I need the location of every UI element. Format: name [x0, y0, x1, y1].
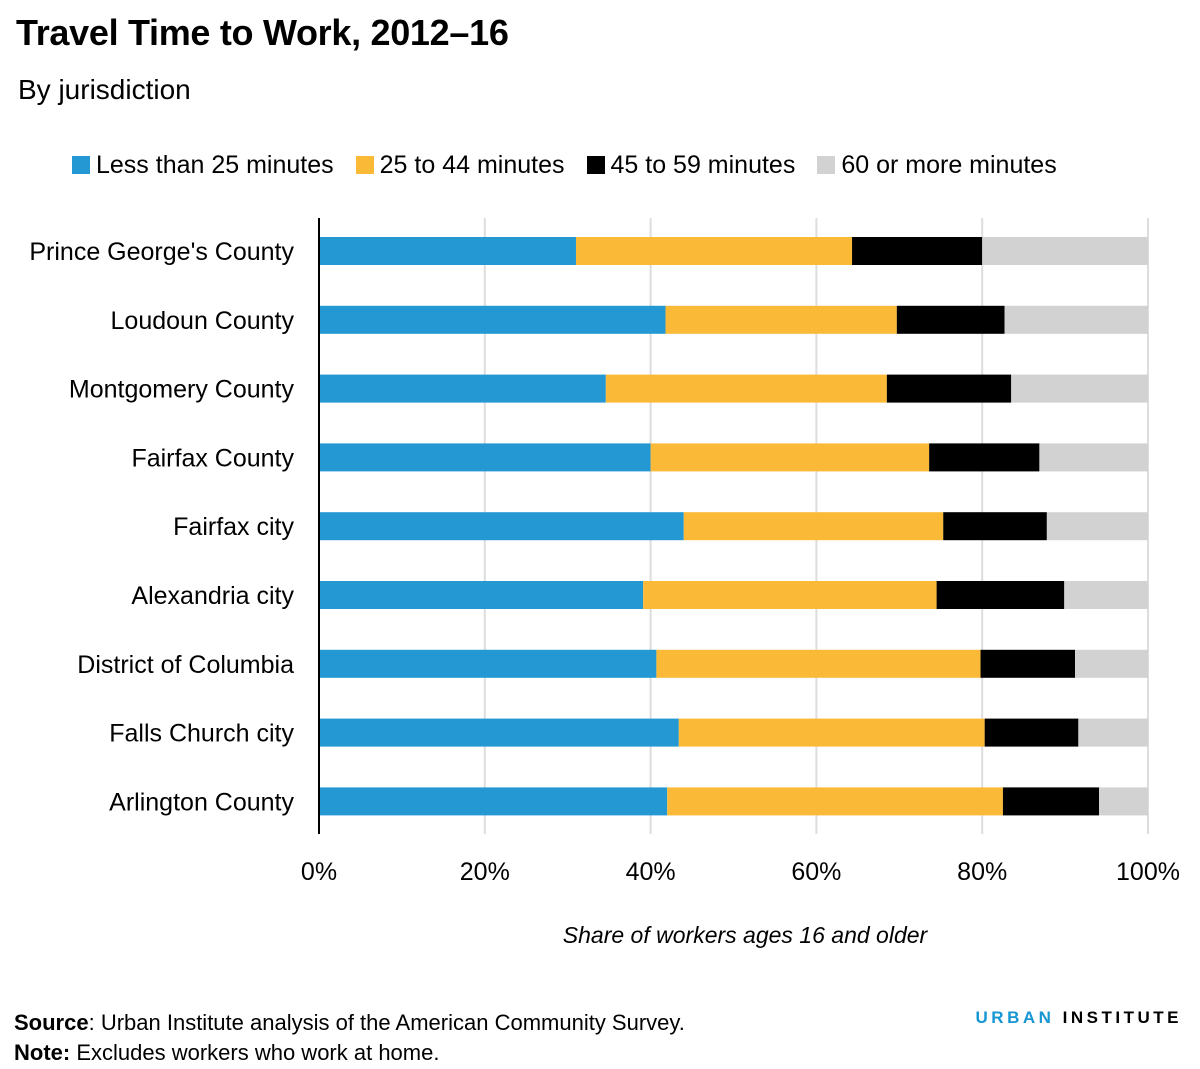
legend: Less than 25 minutes 25 to 44 minutes 45…	[72, 148, 1079, 182]
y-tick-label: Prince George's County	[29, 238, 294, 266]
x-tick-label: 80%	[957, 858, 1007, 886]
legend-item-less-than-25: Less than 25 minutes	[72, 151, 334, 180]
y-tick-label: District of Columbia	[77, 651, 294, 679]
bar-segment	[683, 512, 944, 541]
brand-part1: URBAN	[975, 1008, 1055, 1027]
bar-chart: Prince George's County Loudoun County Mont…	[29, 218, 1180, 948]
bar-segment	[319, 305, 666, 334]
bar-segment	[319, 512, 684, 541]
bars	[319, 237, 1148, 816]
legend-item-45-to-59: 45 to 59 minutes	[586, 150, 796, 180]
legend-swatch	[817, 156, 836, 174]
source-note: Source: Urban Institute analysis of the …	[14, 1010, 685, 1036]
bar-segment	[575, 237, 853, 265]
legend-swatch	[355, 156, 374, 174]
bar-segment	[650, 443, 930, 472]
footnote: Note: Excludes workers who work at home.	[14, 1040, 439, 1066]
legend-label: Less than 25 minutes	[96, 150, 334, 179]
bar-segment	[936, 581, 1065, 609]
legend-label: 60 or more minutes	[841, 150, 1057, 179]
legend-item-25-to-44: 25 to 44 minutes	[355, 150, 565, 180]
bar-segment	[319, 374, 606, 403]
y-tick-label: Alexandria city	[131, 582, 294, 610]
legend-label: 25 to 44 minutes	[379, 150, 565, 179]
note-label: Note:	[14, 1040, 71, 1065]
y-axis-labels: Prince George's County Loudoun County Mont…	[29, 238, 294, 816]
y-tick-label: Fairfax city	[173, 513, 294, 541]
bar-segment	[678, 718, 985, 747]
legend-swatch	[72, 156, 90, 174]
bar-segment	[605, 374, 887, 403]
bar-segment	[982, 237, 1148, 265]
x-axis-title: Share of workers ages 16 and older	[563, 922, 929, 948]
bar-segment	[656, 649, 981, 678]
x-tick-label: 100%	[1116, 858, 1180, 886]
bar-segment	[1099, 787, 1148, 816]
y-tick-label: Fairfax County	[131, 444, 294, 472]
brand-part2: INSTITUTE	[1062, 1008, 1182, 1027]
bar-segment	[980, 649, 1076, 678]
x-axis-ticks: 0% 20% 40% 60% 80% 100%	[301, 858, 1180, 886]
bar-segment	[319, 443, 651, 472]
x-tick-label: 0%	[301, 858, 337, 886]
bar-segment	[886, 374, 1012, 403]
y-tick-label: Montgomery County	[69, 376, 295, 404]
bar-segment	[1075, 649, 1148, 678]
bar-segment	[643, 581, 937, 609]
bar-segment	[984, 718, 1079, 747]
x-tick-label: 40%	[626, 858, 676, 886]
bar-segment	[1004, 305, 1148, 334]
legend-swatch	[586, 156, 605, 174]
bar-segment	[319, 237, 576, 265]
source-label: Source	[14, 1010, 89, 1035]
bar-segment	[319, 649, 657, 678]
brand-logo: URBAN INSTITUTE	[976, 1008, 1182, 1028]
bar-segment	[319, 581, 644, 609]
note-text: Excludes workers who work at home.	[70, 1040, 440, 1065]
x-tick-label: 60%	[791, 858, 841, 886]
bar-segment	[1078, 718, 1148, 747]
bar-segment	[667, 787, 1003, 816]
bar-segment	[896, 305, 1005, 334]
legend-item-60-plus: 60 or more minutes	[817, 150, 1057, 180]
bar-segment	[319, 718, 679, 747]
bar-segment	[319, 787, 668, 816]
bar-segment	[1039, 443, 1148, 472]
bar-segment	[665, 305, 897, 334]
source-text: : Urban Institute analysis of the Americ…	[88, 1010, 685, 1035]
chart-title: Travel Time to Work, 2012–16	[16, 12, 509, 53]
bar-segment	[943, 512, 1047, 541]
chart-subtitle: By jurisdiction	[18, 74, 191, 105]
y-tick-label: Arlington County	[109, 788, 294, 816]
bar-segment	[1046, 512, 1148, 541]
bar-segment	[1064, 581, 1148, 609]
y-tick-label: Loudoun County	[111, 307, 295, 335]
legend-label: 45 to 59 minutes	[610, 150, 796, 179]
bar-segment	[1011, 374, 1148, 403]
bar-segment	[1002, 787, 1100, 816]
bar-segment	[929, 443, 1040, 472]
x-tick-label: 20%	[460, 858, 510, 886]
bar-segment	[852, 237, 983, 265]
y-tick-label: Falls Church city	[109, 720, 294, 748]
